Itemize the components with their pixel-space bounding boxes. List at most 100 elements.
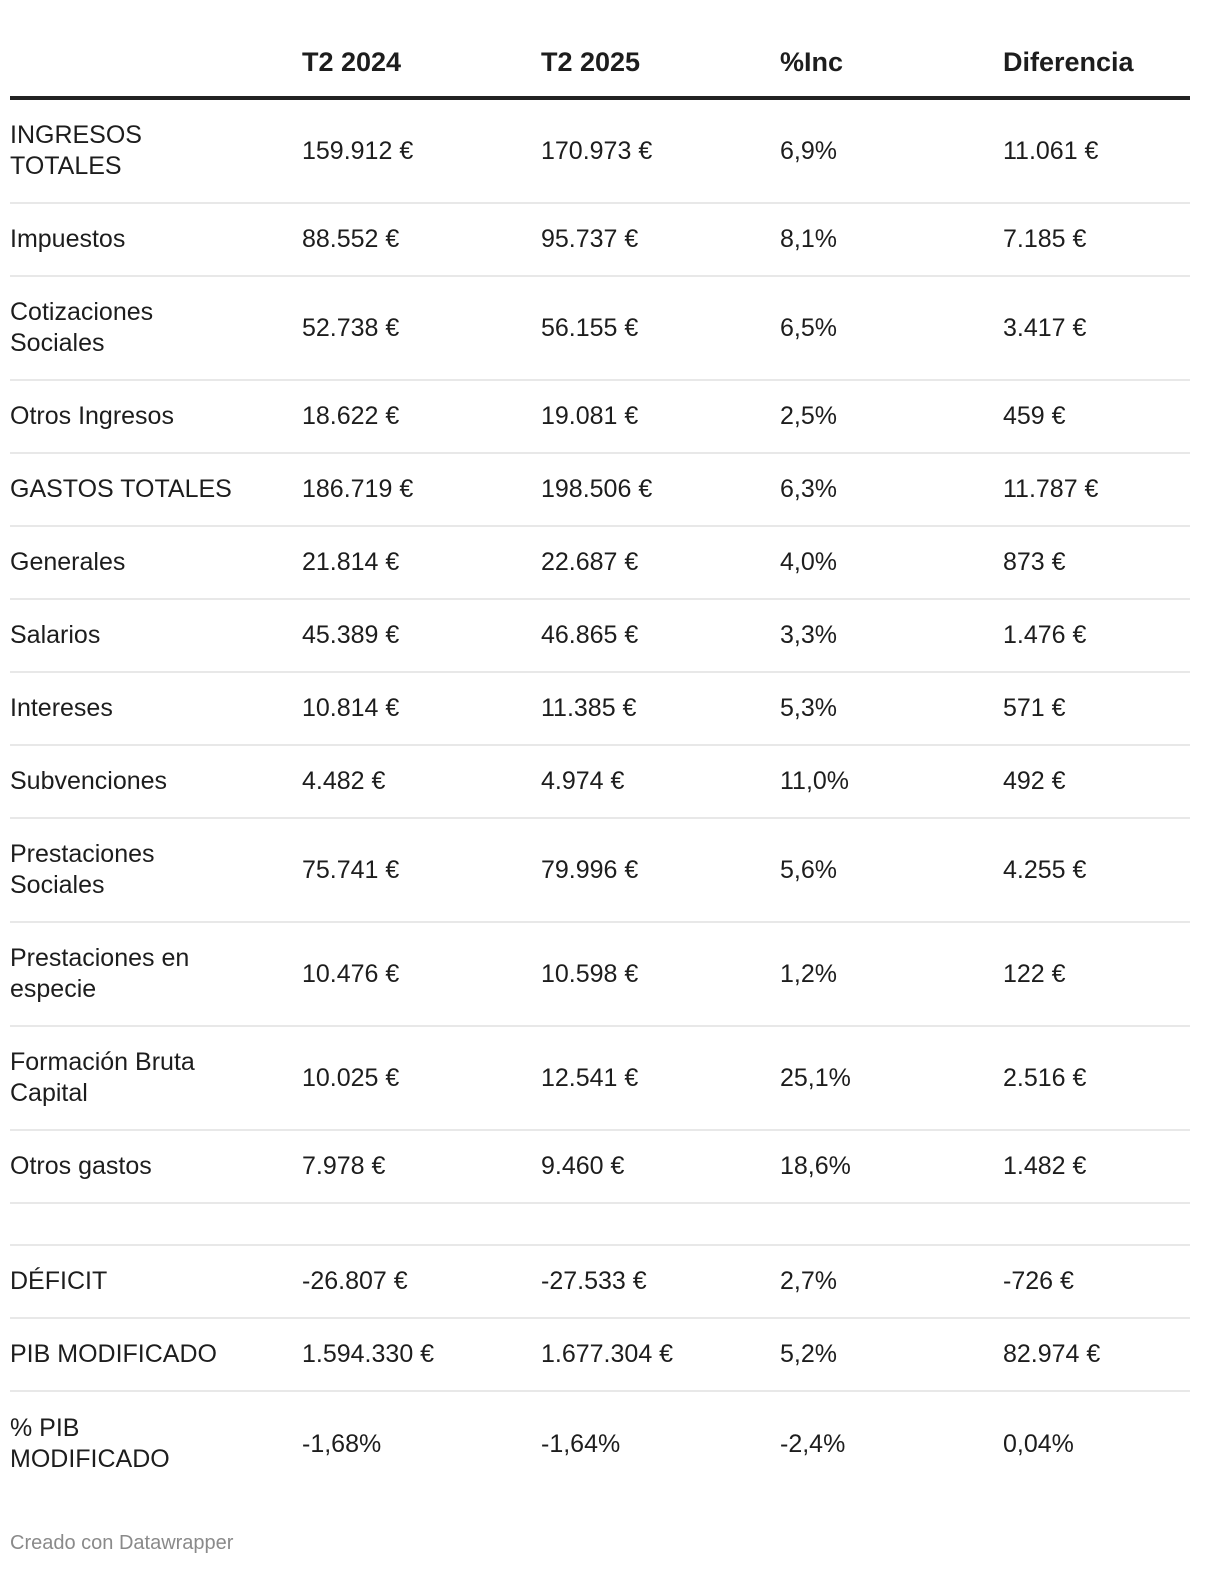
cell-t2-2025: 79.996 € (541, 855, 639, 884)
table-row: Salarios 45.389 € 46.865 € 3,3% 1.476 € (10, 600, 1190, 673)
row-label: Prestaciones Sociales (10, 840, 155, 899)
cell-t2-2024: 75.741 € (302, 855, 400, 884)
cell-inc: 8,1% (780, 225, 837, 253)
cell-t2-2025: -1,64% (541, 1429, 621, 1458)
cell-inc: 6,3% (780, 475, 837, 503)
cell-t2-2024: 45.389 € (302, 621, 400, 649)
cell-inc: 11,0% (780, 767, 850, 795)
row-label: Formación Bruta Capital (10, 1048, 195, 1107)
row-label: Subvenciones (10, 767, 168, 795)
cell-t2-2024: 52.738 € (302, 313, 400, 342)
cell-inc: 5,2% (780, 1340, 837, 1368)
table-row: % PIB MODIFICADO -1,68% -1,64% -2,4% 0,04% (10, 1392, 1190, 1496)
row-label: PIB MODIFICADO (10, 1340, 217, 1368)
cell-t2-2024: 4.482 € (302, 767, 386, 795)
row-label: DÉFICIT (10, 1267, 108, 1295)
cell-t2-2024: 10.476 € (302, 959, 400, 988)
cell-diferencia: -726 € (1003, 1267, 1074, 1295)
cell-diferencia: 492 € (1003, 767, 1066, 795)
cell-t2-2025: 22.687 € (541, 548, 639, 576)
cell-t2-2024: 159.912 € (302, 136, 414, 165)
row-label: Otros Ingresos (10, 402, 174, 430)
data-table: T2 2024 T2 2025 %Inc Diferencia INGRESOS… (10, 0, 1190, 1496)
cell-diferencia: 11.787 € (1003, 475, 1099, 503)
cell-t2-2025: -27.533 € (541, 1267, 647, 1295)
cell-inc: 6,9% (780, 136, 837, 165)
cell-inc: 2,7% (780, 1267, 837, 1295)
cell-t2-2024: -26.807 € (302, 1267, 408, 1295)
table-row: Prestaciones en especie 10.476 € 10.598 € 1… (10, 923, 1190, 1027)
cell-inc: 3,3% (780, 621, 837, 649)
cell-t2-2025: 9.460 € (541, 1152, 625, 1180)
table-row: GASTOS TOTALES 186.719 € 198.506 € 6,3% 11.7… (10, 454, 1190, 527)
cell-t2-2024: 18.622 € (302, 402, 400, 430)
cell-diferencia: 459 € (1003, 402, 1066, 430)
table-row: Generales 21.814 € 22.687 € 4,0% 873 € (10, 527, 1190, 600)
cell-t2-2025: 95.737 € (541, 225, 639, 253)
cell-t2-2024: 186.719 € (302, 475, 414, 503)
row-label: Intereses (10, 694, 113, 722)
cell-t2-2024: 1.594.330 € (302, 1340, 435, 1368)
header-t2-2025[interactable]: T2 2025 (541, 47, 641, 77)
credit-footer[interactable]: Creado con Datawrapper (10, 1532, 234, 1554)
row-label: Salarios (10, 621, 101, 649)
table-row: INGRESOS TOTALES 159.912 € 170.973 € 6,9% 11… (10, 100, 1190, 204)
cell-inc: 5,3% (780, 694, 837, 722)
header-inc[interactable]: %Inc (780, 47, 844, 77)
cell-diferencia: 2.516 € (1003, 1063, 1087, 1092)
cell-inc: 6,5% (780, 313, 837, 342)
cell-t2-2024: 10.814 € (302, 694, 400, 722)
cell-t2-2024: 21.814 € (302, 548, 400, 576)
cell-diferencia: 3.417 € (1003, 313, 1087, 342)
row-label: Otros gastos (10, 1152, 152, 1180)
cell-diferencia: 873 € (1003, 548, 1066, 576)
cell-t2-2025: 1.677.304 € (541, 1340, 674, 1368)
table-header: T2 2024 T2 2025 %Inc Diferencia (10, 0, 1190, 100)
table-row: Otros gastos 7.978 € 9.460 € 18,6% 1.482 € (10, 1131, 1190, 1204)
row-label: INGRESOS TOTALES (10, 121, 142, 180)
cell-diferencia: 1.482 € (1003, 1152, 1087, 1180)
cell-t2-2025: 46.865 € (541, 621, 639, 649)
cell-inc: 1,2% (780, 959, 837, 988)
cell-t2-2025: 19.081 € (541, 402, 639, 430)
table-row: Otros Ingresos 18.622 € 19.081 € 2,5% 459 € (10, 381, 1190, 454)
row-label: % PIB MODIFICADO (10, 1414, 170, 1473)
header-diferencia[interactable]: Diferencia (1003, 47, 1134, 77)
cell-inc: -2,4% (780, 1429, 846, 1458)
cell-inc: 25,1% (780, 1063, 851, 1092)
cell-diferencia: 4.255 € (1003, 855, 1087, 884)
row-label: GASTOS TOTALES (10, 475, 232, 503)
cell-t2-2024: 88.552 € (302, 225, 400, 253)
table-row: Cotizaciones Sociales 52.738 € 56.155 € 6,5… (10, 277, 1190, 381)
table-row: Formación Bruta Capital 10.025 € 12.541 € 2… (10, 1027, 1190, 1131)
cell-diferencia: 1.476 € (1003, 621, 1087, 649)
cell-inc: 5,6% (780, 855, 837, 884)
cell-diferencia: 82.974 € (1003, 1340, 1101, 1368)
table-row: Intereses 10.814 € 11.385 € 5,3% 571 € (10, 673, 1190, 746)
cell-t2-2025: 11.385 € (541, 694, 637, 722)
cell-inc: 4,0% (780, 548, 837, 576)
cell-t2-2025: 10.598 € (541, 959, 639, 988)
table-body: INGRESOS TOTALES 159.912 € 170.973 € 6,9% 11… (10, 100, 1190, 1496)
cell-t2-2025: 170.973 € (541, 136, 653, 165)
cell-t2-2025: 12.541 € (541, 1063, 639, 1092)
header-t2-2024[interactable]: T2 2024 (302, 47, 402, 77)
table-row: PIB MODIFICADO 1.594.330 € 1.677.304 € 5,2%… (10, 1319, 1190, 1392)
cell-t2-2024: 10.025 € (302, 1063, 400, 1092)
row-label: Impuestos (10, 225, 126, 253)
table-row: Prestaciones Sociales 75.741 € 79.996 € 5,6… (10, 819, 1190, 923)
table-row: Impuestos 88.552 € 95.737 € 8,1% 7.185 € (10, 204, 1190, 277)
row-label: Prestaciones en especie (10, 944, 190, 1003)
cell-t2-2024: -1,68% (302, 1429, 382, 1458)
table-row: DÉFICIT -26.807 € -27.533 € 2,7% -726 € (10, 1246, 1190, 1319)
cell-inc: 18,6% (780, 1152, 851, 1180)
table-row: Subvenciones 4.482 € 4.974 € 11,0% 492 € (10, 746, 1190, 819)
table-row (10, 1204, 1190, 1246)
cell-t2-2025: 4.974 € (541, 767, 625, 795)
row-label: Generales (10, 548, 126, 576)
cell-diferencia: 122 € (1003, 959, 1066, 988)
cell-t2-2024: 7.978 € (302, 1152, 386, 1180)
cell-diferencia: 571 € (1003, 694, 1066, 722)
row-label: Cotizaciones Sociales (10, 298, 154, 357)
cell-t2-2025: 198.506 € (541, 475, 653, 503)
